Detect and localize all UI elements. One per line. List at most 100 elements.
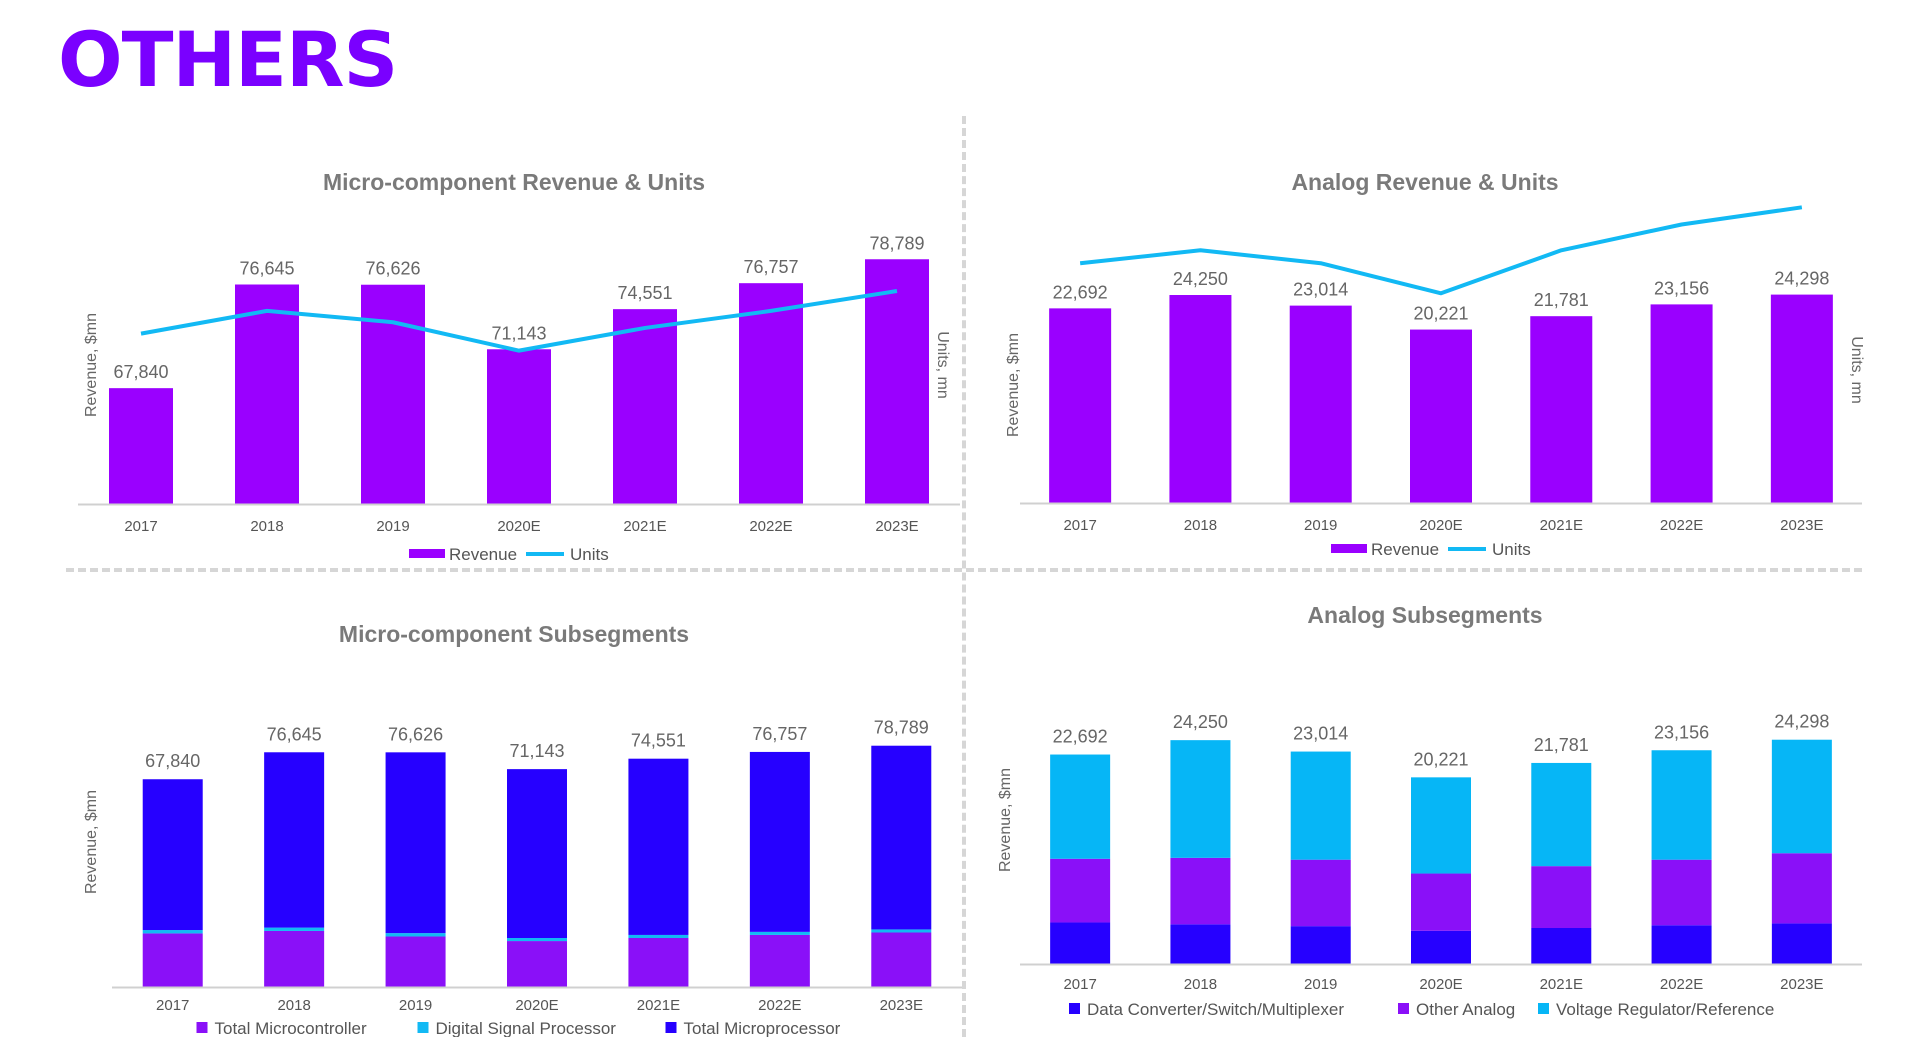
bar-total-microcontroller-2018 <box>264 930 325 987</box>
vertical-divider <box>962 116 966 1037</box>
bar-data-converter-switch-multiplexer-2018 <box>1170 924 1231 964</box>
total-label: 76,757 <box>752 724 807 744</box>
x-tick-label: 2017 <box>156 997 189 1014</box>
x-tick-label: 2022E <box>758 997 801 1014</box>
micro-component-revenue-units-chart: Micro-component Revenue & Units Revenue, … <box>78 169 960 564</box>
x-tick-label: 2017 <box>1063 517 1096 534</box>
bar-revenue-2022e <box>1650 304 1713 503</box>
page-title: OTHERS <box>58 15 398 104</box>
legend-swatch <box>665 1022 677 1033</box>
bar-digital-signal-processor-2021e <box>628 934 689 938</box>
bar-total-microcontroller-2020e <box>507 941 567 987</box>
chart-title: Micro-component Revenue & Units <box>323 169 705 195</box>
total-label: 71,143 <box>509 741 564 761</box>
x-tick-label: 2020E <box>515 997 558 1014</box>
total-label: 74,551 <box>631 731 686 751</box>
total-label: 22,692 <box>1053 727 1108 747</box>
data-label: 76,626 <box>365 259 420 279</box>
bar-digital-signal-processor-2020e <box>507 938 567 942</box>
legend-swatch-revenue <box>1331 544 1367 553</box>
bar-digital-signal-processor-2023e <box>871 929 932 933</box>
bar-revenue-2018 <box>235 284 299 504</box>
x-tick-label: 2017 <box>124 518 157 535</box>
bar-revenue-2019 <box>361 284 425 504</box>
legend-label: Total Microcontroller <box>215 1019 367 1037</box>
total-label: 78,789 <box>874 718 929 738</box>
x-tick-label: 2020E <box>1419 517 1462 534</box>
bar-voltage-regulator-reference-2018 <box>1170 740 1231 858</box>
x-tick-label: 2018 <box>1184 976 1217 993</box>
bar-total-microcontroller-2022e <box>749 934 810 987</box>
x-tick-label: 2019 <box>399 997 432 1014</box>
x-tick-label: 2023E <box>1780 976 1823 993</box>
bar-revenue-2021e <box>1530 316 1593 503</box>
x-tick-label: 2018 <box>250 518 283 535</box>
total-label: 24,250 <box>1173 712 1228 732</box>
x-tick-label: 2021E <box>623 518 666 535</box>
bar-revenue-2020e <box>1410 329 1472 503</box>
x-tick-label: 2018 <box>1184 517 1217 534</box>
chart-title: Analog Revenue & Units <box>1291 169 1558 195</box>
bar-revenue-2019 <box>1289 305 1352 503</box>
total-label: 21,781 <box>1534 735 1589 755</box>
chart-title: Micro-component Subsegments <box>339 621 689 647</box>
total-label: 20,221 <box>1413 749 1468 769</box>
micro-component-subsegments-chart: Micro-component Subsegments Revenue, $mn 6… <box>83 621 962 1037</box>
x-tick-label: 2023E <box>880 997 923 1014</box>
bar-data-converter-switch-multiplexer-2017 <box>1050 922 1111 964</box>
bar-voltage-regulator-reference-2020e <box>1411 777 1471 874</box>
units-line <box>1079 205 1803 296</box>
y-axis-label: Revenue, $mn <box>83 790 100 894</box>
legend-label: Revenue <box>1371 540 1439 559</box>
bar-other-analog-2018 <box>1170 857 1231 925</box>
x-tick-label: 2020E <box>497 518 540 535</box>
total-label: 67,840 <box>145 751 200 771</box>
data-label: 23,156 <box>1654 278 1709 298</box>
y-axis-label: Revenue, $mn <box>1005 333 1022 437</box>
bar-revenue-2023e <box>865 259 929 504</box>
bar-data-converter-switch-multiplexer-2021e <box>1531 928 1592 964</box>
bar-data-converter-switch-multiplexer-2019 <box>1290 926 1351 964</box>
x-tick-label: 2022E <box>1660 517 1703 534</box>
bar-total-microcontroller-2021e <box>628 938 689 987</box>
bar-revenue-2022e <box>739 283 803 504</box>
legend-swatch-revenue <box>409 549 445 558</box>
legend-label: Data Converter/Switch/Multiplexer <box>1087 1000 1344 1019</box>
legend-label: Units <box>570 545 609 564</box>
bar-digital-signal-processor-2017 <box>142 930 203 934</box>
x-tick-label: 2023E <box>1780 517 1823 534</box>
total-label: 23,014 <box>1293 724 1348 744</box>
legend-swatch <box>417 1022 429 1033</box>
data-label: 76,645 <box>239 258 294 278</box>
total-label: 23,156 <box>1654 722 1709 742</box>
x-tick-label: 2023E <box>875 518 918 535</box>
bar-total-microprocessor-2017 <box>142 779 203 931</box>
legend-label: Revenue <box>449 545 517 564</box>
x-tick-label: 2019 <box>1304 976 1337 993</box>
x-tick-label: 2022E <box>1660 976 1703 993</box>
analog-revenue-units-chart: Analog Revenue & Units Revenue, $mn Units,… <box>1005 169 1865 559</box>
bar-data-converter-switch-multiplexer-2023e <box>1771 923 1832 964</box>
bar-revenue-2017 <box>109 388 173 504</box>
bar-other-analog-2017 <box>1050 858 1111 923</box>
legend-swatch <box>1398 1003 1409 1014</box>
chart-title: Analog Subsegments <box>1307 602 1542 628</box>
data-label: 22,692 <box>1053 282 1108 302</box>
bar-total-microprocessor-2022e <box>749 751 810 932</box>
data-label: 67,840 <box>113 362 168 382</box>
bar-other-analog-2022e <box>1651 859 1712 926</box>
bar-digital-signal-processor-2022e <box>749 931 810 935</box>
x-tick-label: 2021E <box>1540 976 1583 993</box>
bar-total-microcontroller-2023e <box>871 932 932 987</box>
x-tick-label: 2017 <box>1063 976 1096 993</box>
bar-voltage-regulator-reference-2019 <box>1290 751 1351 860</box>
total-label: 24,298 <box>1774 712 1829 732</box>
bar-revenue-2023e <box>1770 294 1833 503</box>
bar-revenue-2018 <box>1169 295 1232 503</box>
data-label: 78,789 <box>869 233 924 253</box>
legend-label: Total Microprocessor <box>684 1019 841 1037</box>
bar-revenue-2017 <box>1049 308 1112 503</box>
legend-swatch <box>1538 1003 1549 1014</box>
bar-other-analog-2021e <box>1531 866 1592 928</box>
legend-label: Units <box>1492 540 1531 559</box>
